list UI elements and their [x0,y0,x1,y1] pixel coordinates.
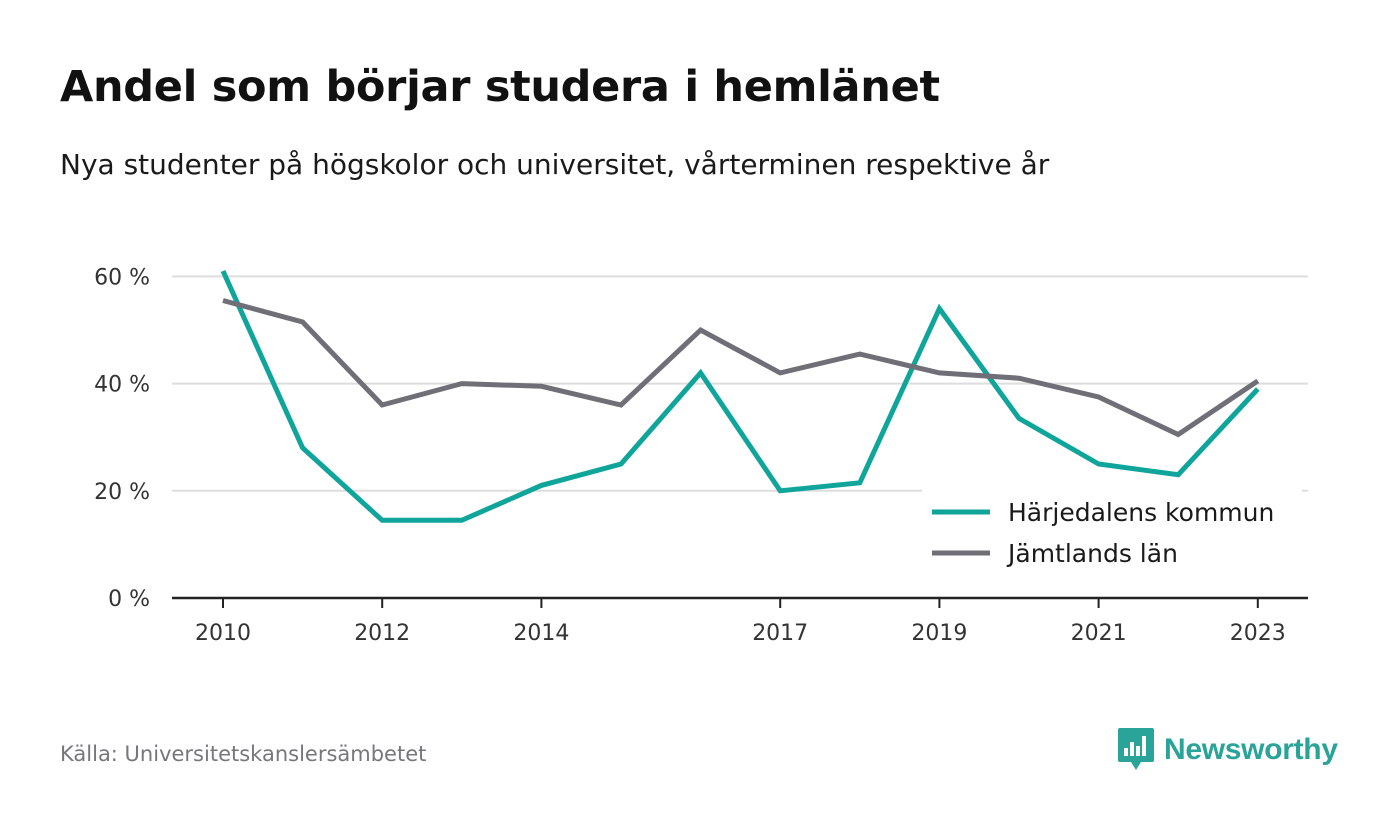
series-line-0 [220,269,1260,523]
x-tick-label: 2010 [195,621,251,646]
x-tick-label: 2014 [513,621,569,646]
legend-label: Härjedalens kommun [1008,498,1274,527]
x-axis: 2010 2012 2014 2017 2019 2021 2023 [172,596,1308,646]
source-note: Källa: Universitetskanslersämbetet [60,742,427,766]
gridlines [172,275,1308,492]
line-chart: 0 % 20 % 40 % 60 % 2010 2012 2014 2017 2019 2021… [94,265,1308,646]
y-tick-label: 20 % [94,480,150,505]
y-tick-label: 0 % [108,587,150,612]
series-line-1 [222,298,1260,438]
chart-title: Andel som börjar studera i hemlänet [60,62,940,112]
series-lines: Härjedalens kommun Jämtlands län [220,269,1274,568]
x-tick-label: 2017 [752,621,808,646]
newsworthy-logo-icon [1118,728,1154,770]
x-tick-label: 2021 [1071,621,1127,646]
x-tick-label: 2012 [354,621,410,646]
y-tick-label: 40 % [94,373,150,398]
y-axis-labels: 0 % 20 % 40 % 60 % [94,265,150,612]
x-tick-label: 2019 [911,621,967,646]
legend-background [922,488,1302,580]
brand-name: Newsworthy [1164,733,1338,766]
x-tick-label: 2023 [1230,621,1286,646]
legend [922,488,1302,580]
brand-logo: Newsworthy [1118,728,1338,772]
chart-subtitle: Nya studenter på högskolor och universit… [60,148,1050,181]
legend-label: Jämtlands län [1006,539,1178,568]
y-tick-label: 60 % [94,265,150,290]
